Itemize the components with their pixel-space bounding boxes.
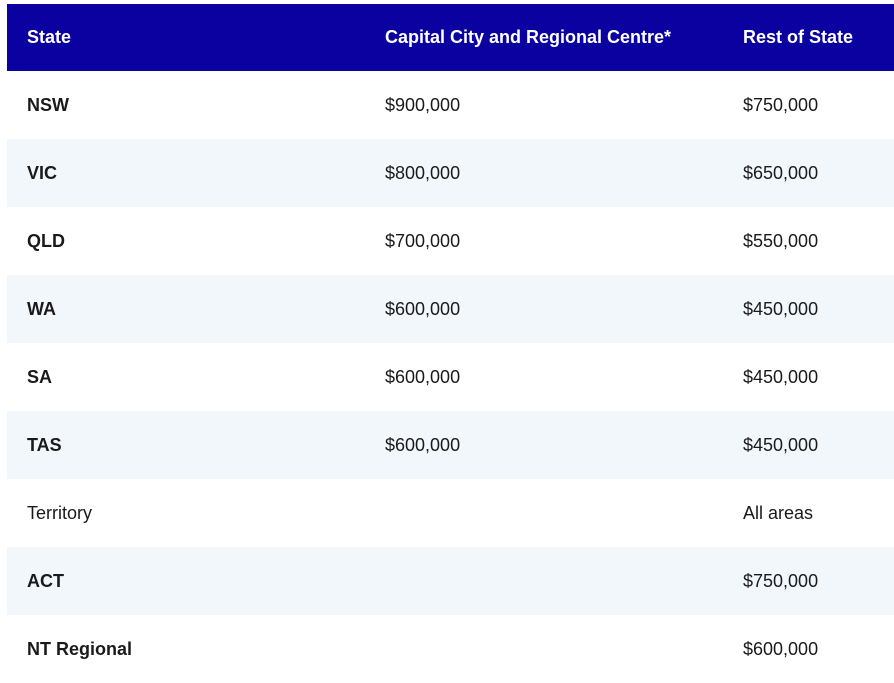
header-rest-of-state: Rest of State — [743, 27, 854, 47]
cell-state: ACT — [27, 571, 64, 591]
cell-state: NT Regional — [27, 639, 133, 659]
cell-capital: $700,000 — [385, 231, 461, 251]
cell-capital: $600,000 — [385, 435, 461, 455]
cell-capital: $800,000 — [385, 163, 461, 183]
cell-rest: All areas — [743, 503, 814, 523]
cell-rest: $450,000 — [743, 299, 819, 319]
cell-state: NSW — [27, 95, 69, 115]
table-row-qld: QLD $700,000 $550,000 — [7, 207, 894, 275]
cell-rest: $650,000 — [743, 163, 819, 183]
header-capital-city: Capital City and Regional Centre* — [385, 27, 672, 47]
cell-state: TAS — [27, 435, 62, 455]
cell-rest: $750,000 — [743, 571, 819, 591]
table-row-sa: SA $600,000 $450,000 — [7, 343, 894, 411]
cell-state: Territory — [27, 503, 93, 523]
cell-rest: $750,000 — [743, 95, 819, 115]
table-row-wa: WA $600,000 $450,000 — [7, 275, 894, 343]
cell-state: VIC — [27, 163, 58, 183]
cell-state: QLD — [27, 231, 65, 251]
cell-state: SA — [27, 367, 53, 387]
table-row-vic: VIC $800,000 $650,000 — [7, 139, 894, 207]
cell-capital: $600,000 — [385, 367, 461, 387]
table-row-act: ACT $750,000 — [7, 547, 894, 615]
cell-capital: $600,000 — [385, 299, 461, 319]
cell-capital: $900,000 — [385, 95, 461, 115]
table-row-nsw: NSW $900,000 $750,000 — [7, 71, 894, 139]
header-state: State — [27, 27, 72, 47]
cell-rest: $600,000 — [743, 639, 819, 659]
price-caps-table: State Capital City and Regional Centre* … — [7, 4, 894, 683]
table-row-tas: TAS $600,000 $450,000 — [7, 411, 894, 479]
table-row-territory: Territory All areas — [7, 479, 894, 547]
table-row-nt-regional: NT Regional $600,000 — [7, 615, 894, 683]
cell-rest: $450,000 — [743, 367, 819, 387]
cell-rest: $450,000 — [743, 435, 819, 455]
cell-state: WA — [27, 299, 56, 319]
table-header-row: State Capital City and Regional Centre* … — [7, 4, 894, 71]
cell-rest: $550,000 — [743, 231, 819, 251]
